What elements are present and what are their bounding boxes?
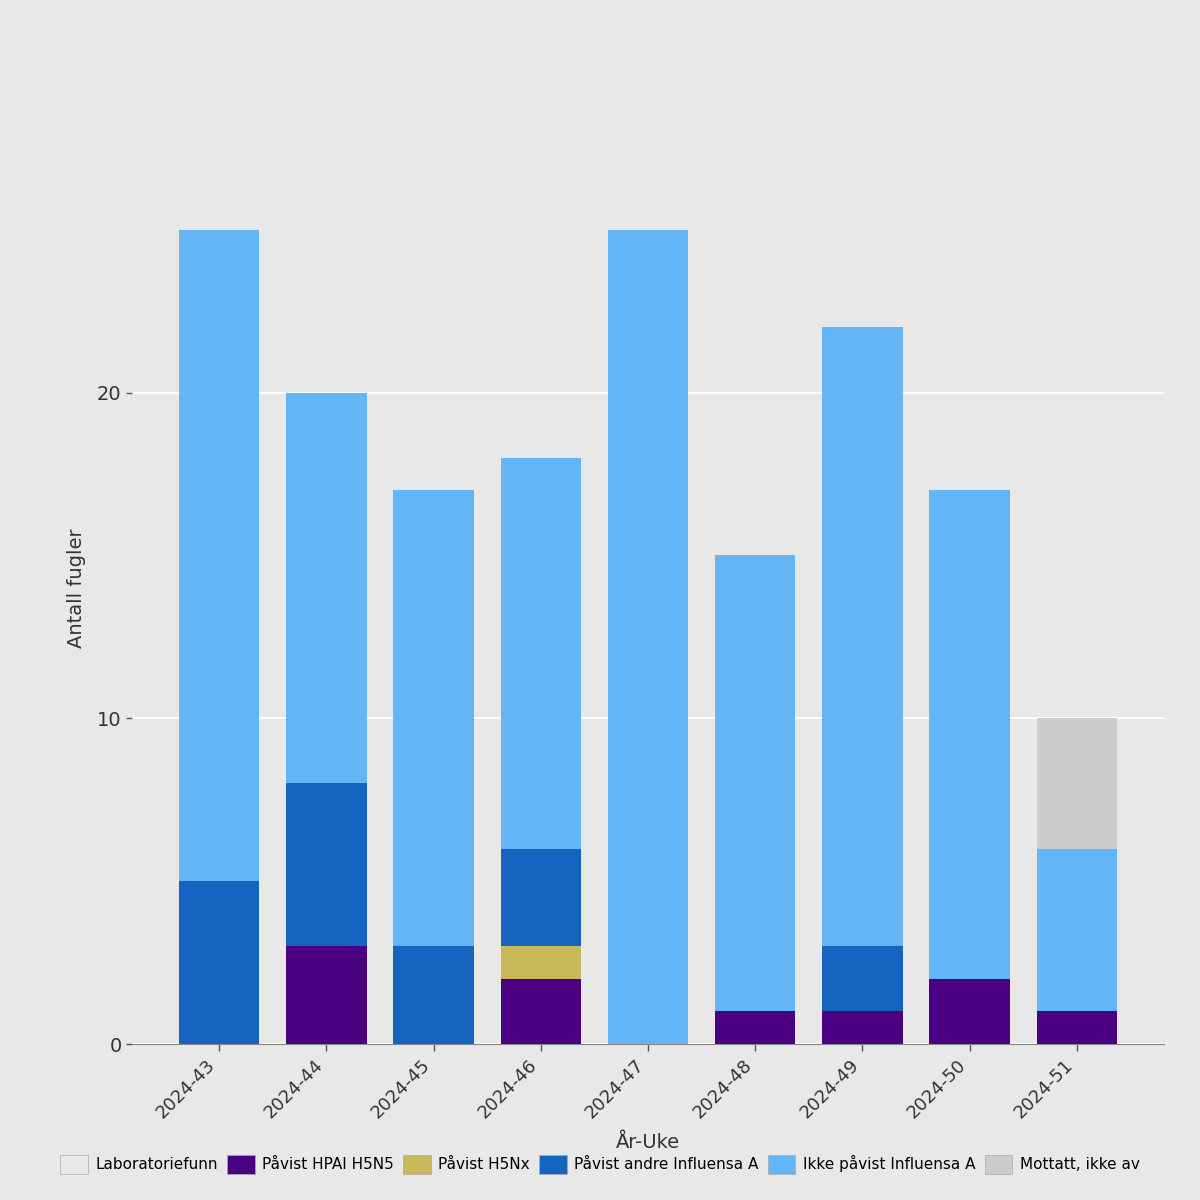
- Bar: [179, 229, 259, 881]
- Bar: [394, 947, 474, 1044]
- Bar: [930, 491, 1010, 979]
- Bar: [500, 947, 581, 979]
- Y-axis label: Antall fugler: Antall fugler: [67, 528, 86, 648]
- Bar: [286, 947, 366, 1044]
- Bar: [715, 1012, 796, 1044]
- Bar: [822, 1012, 902, 1044]
- Bar: [607, 229, 689, 1044]
- Bar: [1037, 1012, 1117, 1044]
- Bar: [179, 881, 259, 1044]
- Bar: [930, 979, 1010, 1044]
- Bar: [394, 491, 474, 947]
- Bar: [822, 947, 902, 1012]
- Bar: [1037, 719, 1117, 848]
- Bar: [1037, 848, 1117, 1012]
- Bar: [500, 457, 581, 848]
- Bar: [286, 392, 366, 784]
- Bar: [286, 784, 366, 947]
- Bar: [500, 848, 581, 947]
- X-axis label: År-Uke: År-Uke: [616, 1133, 680, 1152]
- Legend: Laboratoriefunn, Påvist HPAI H5N5, Påvist H5Nx, Påvist andre Influensa A, Ikke p: Laboratoriefunn, Påvist HPAI H5N5, Påvis…: [54, 1148, 1146, 1181]
- Bar: [500, 979, 581, 1044]
- Bar: [822, 328, 902, 947]
- Bar: [715, 556, 796, 1012]
